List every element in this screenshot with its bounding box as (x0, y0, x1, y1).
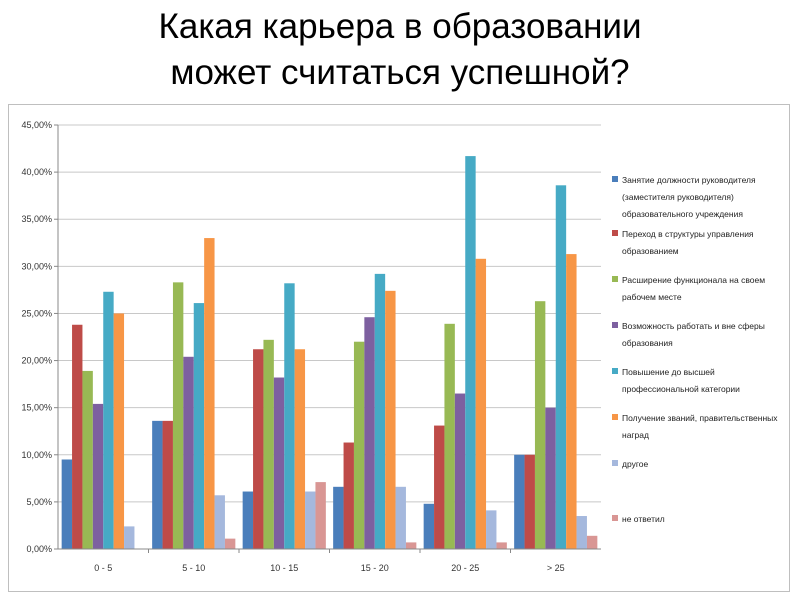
legend-label: наград (622, 430, 649, 440)
x-category-label: 0 - 5 (94, 563, 112, 573)
slide-title-line-1: Какая карьера в образовании (158, 7, 642, 46)
bar (534, 301, 546, 549)
bar (566, 254, 577, 549)
bar (61, 459, 73, 549)
bar-chart: 0,00% 5,00% 10,00% 15,00% 20,00% 25,00% 30,00%… (21, 120, 778, 573)
legend-label: Занятие должности руководителя (622, 175, 756, 185)
y-tick-label: 20,00% (21, 356, 52, 366)
bar (204, 238, 215, 550)
chart-frame: 0,00% 5,00% 10,00% 15,00% 20,00% 25,00% 30,00%… (8, 104, 790, 592)
bar (162, 420, 173, 549)
slide-title: Какая карьера в образовании может считат… (0, 4, 800, 96)
x-axis-categories: 0 - 5 5 - 10 10 - 15 15 - 20 20 - 25 > 25 (94, 549, 565, 573)
bar (475, 258, 487, 549)
bar (524, 454, 535, 549)
y-tick-label: 30,00% (21, 261, 52, 271)
y-tick-label: 40,00% (21, 167, 52, 177)
bar (576, 516, 587, 549)
legend-label: не ответил (622, 514, 665, 524)
y-tick-label: 15,00% (21, 403, 52, 413)
bar (273, 377, 285, 549)
bar (82, 370, 93, 549)
bar (224, 538, 236, 549)
bar (586, 535, 598, 549)
bar (284, 283, 295, 549)
bar (183, 356, 194, 549)
bar (514, 454, 525, 549)
y-tick-label: 10,00% (21, 450, 52, 460)
legend-label: профессиональной категории (622, 384, 740, 394)
legend-swatch (612, 176, 618, 182)
y-tick-label: 35,00% (21, 214, 52, 224)
y-tick-label: 25,00% (21, 308, 52, 318)
y-axis-ticks: 0,00% 5,00% 10,00% 15,00% 20,00% 25,00% 30,00%… (21, 120, 58, 554)
legend-label: рабочем месте (622, 292, 682, 302)
y-tick-label: 45,00% (21, 120, 52, 130)
bar (92, 403, 104, 549)
x-category-label: 20 - 25 (451, 563, 479, 573)
bar (103, 291, 114, 549)
bar (152, 420, 163, 549)
bar (193, 303, 205, 549)
legend-swatch (612, 460, 618, 466)
bar (214, 495, 225, 549)
bar (423, 503, 435, 549)
bar (444, 323, 455, 549)
bar (253, 349, 264, 549)
legend-swatch (612, 230, 618, 236)
legend-label: (заместителя руководителя) (622, 192, 734, 202)
x-category-label: 10 - 15 (270, 563, 298, 573)
legend-label: образованием (622, 246, 679, 256)
bar (242, 491, 254, 549)
bar (124, 526, 135, 549)
bars (61, 156, 598, 550)
bar (263, 339, 274, 549)
legend-swatch (612, 322, 618, 328)
bar (172, 282, 184, 549)
bar (405, 542, 417, 549)
legend-label: Расширение функционала на своем (622, 275, 765, 285)
bar (294, 349, 306, 549)
bar (545, 407, 556, 549)
bar (353, 341, 365, 549)
bar (395, 486, 406, 549)
bar (364, 317, 375, 549)
legend-label: Возможность работать и вне сферы (622, 321, 765, 331)
legend-label: образования (622, 338, 673, 348)
bar (465, 156, 476, 550)
y-tick-label: 0,00% (26, 544, 52, 554)
legend-label: Переход в структуры управления (622, 229, 754, 239)
gridlines (58, 124, 601, 503)
bar (385, 290, 396, 549)
bar (434, 425, 445, 549)
bar (486, 510, 497, 549)
legend-label: Получение званий, правительственных (622, 413, 778, 423)
bar (113, 313, 125, 549)
bar (555, 185, 567, 549)
x-category-label: 5 - 10 (182, 563, 205, 573)
legend-swatch (612, 414, 618, 420)
bar (305, 491, 316, 549)
bar (374, 273, 386, 549)
y-tick-label: 5,00% (26, 497, 52, 507)
x-category-label: 15 - 20 (361, 563, 389, 573)
legend-swatch (612, 515, 618, 521)
bar (72, 324, 83, 549)
x-category-label: > 25 (547, 563, 565, 573)
legend-swatch (612, 368, 618, 374)
bar (496, 542, 507, 549)
bar (315, 482, 326, 549)
legend-label: образовательного учреждения (622, 209, 743, 219)
bar (454, 393, 466, 549)
legend-swatch (612, 276, 618, 282)
legend-label: другое (622, 459, 648, 469)
legend: Занятие должности руководителя (заместите… (612, 175, 778, 524)
bar (333, 486, 344, 549)
legend-label: Повышение до высшей (622, 367, 715, 377)
slide-title-line-2: может считаться успешной? (170, 53, 630, 92)
bar (343, 442, 354, 549)
